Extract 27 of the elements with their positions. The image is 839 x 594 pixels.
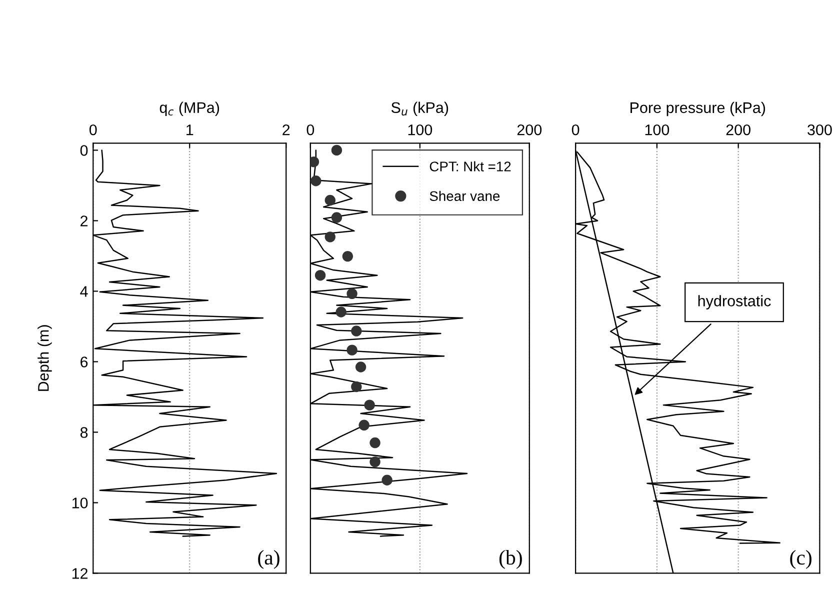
x-tick-label: 100 — [408, 124, 432, 136]
x-tick-label: 300 — [808, 124, 832, 136]
x-axis-title: q$_{c}$ (MPa) — [160, 102, 220, 116]
annotation: (a) — [258, 550, 280, 569]
x-tick-label: 0 — [572, 124, 580, 136]
annotation: (c) — [790, 550, 812, 569]
y-tick-label: 2 — [80, 216, 88, 226]
x-axis-title: S$_{u}$ (kPa) — [391, 102, 448, 116]
x-tick-label: 200 — [726, 124, 750, 136]
legend-label: CPT: Nkt =12 — [430, 161, 511, 172]
y-tick-label: 0 — [80, 145, 88, 156]
y-tick-label: 4 — [80, 286, 88, 297]
x-axis-title: Pore pressure (kPa) — [630, 102, 766, 116]
x-tick-label: 1 — [186, 124, 194, 136]
y-tick-label: 8 — [80, 427, 88, 438]
annotation: (b) — [499, 550, 522, 569]
y-tick-label: 6 — [80, 356, 88, 368]
x-tick-label: 2 — [282, 124, 290, 136]
x-tick-label: 100 — [645, 124, 670, 136]
y-tick-label: 10 — [72, 498, 88, 508]
legend-label: Shear vane — [430, 190, 500, 202]
annotation: hydrostatic — [698, 295, 771, 310]
x-tick-label: 0 — [306, 124, 314, 136]
y-tick-label: 12 — [72, 568, 88, 579]
y-axis-title: Depth (m) — [38, 325, 52, 391]
x-tick-label: 200 — [517, 124, 542, 136]
x-tick-label: 0 — [89, 124, 97, 136]
